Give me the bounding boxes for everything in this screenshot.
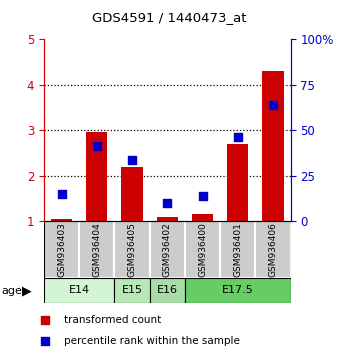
Text: GSM936406: GSM936406 bbox=[269, 222, 277, 277]
Point bbox=[94, 143, 99, 149]
Bar bbox=[157, 217, 178, 221]
Point bbox=[235, 134, 241, 140]
Point bbox=[270, 102, 276, 108]
Bar bbox=[121, 166, 143, 221]
Point bbox=[129, 157, 135, 162]
Bar bbox=[79, 221, 115, 278]
Text: E16: E16 bbox=[157, 285, 178, 295]
Bar bbox=[150, 221, 185, 278]
Text: E17.5: E17.5 bbox=[222, 285, 254, 295]
Text: GSM936403: GSM936403 bbox=[57, 222, 66, 277]
Bar bbox=[51, 219, 72, 221]
Bar bbox=[115, 221, 150, 278]
Bar bbox=[44, 221, 79, 278]
Point bbox=[165, 200, 170, 206]
Text: GSM936402: GSM936402 bbox=[163, 222, 172, 277]
Text: percentile rank within the sample: percentile rank within the sample bbox=[64, 336, 239, 346]
Bar bbox=[256, 221, 291, 278]
Text: transformed count: transformed count bbox=[64, 315, 161, 325]
Bar bbox=[185, 221, 220, 278]
Text: GDS4591 / 1440473_at: GDS4591 / 1440473_at bbox=[92, 11, 246, 24]
Text: GSM936400: GSM936400 bbox=[198, 222, 207, 277]
Text: GSM936401: GSM936401 bbox=[233, 222, 242, 277]
Point bbox=[59, 191, 64, 197]
Text: E15: E15 bbox=[122, 285, 143, 295]
Bar bbox=[192, 215, 213, 221]
Bar bbox=[227, 144, 248, 221]
Text: E14: E14 bbox=[69, 285, 90, 295]
Bar bbox=[263, 71, 284, 221]
Text: age: age bbox=[2, 286, 23, 296]
Bar bbox=[86, 132, 107, 221]
Text: GSM936404: GSM936404 bbox=[92, 222, 101, 277]
Bar bbox=[115, 278, 150, 303]
Text: ▶: ▶ bbox=[22, 285, 31, 297]
Point bbox=[200, 193, 205, 199]
Bar bbox=[150, 278, 185, 303]
Bar bbox=[220, 221, 256, 278]
Text: GSM936405: GSM936405 bbox=[127, 222, 137, 277]
Bar bbox=[185, 278, 291, 303]
Bar bbox=[44, 278, 115, 303]
